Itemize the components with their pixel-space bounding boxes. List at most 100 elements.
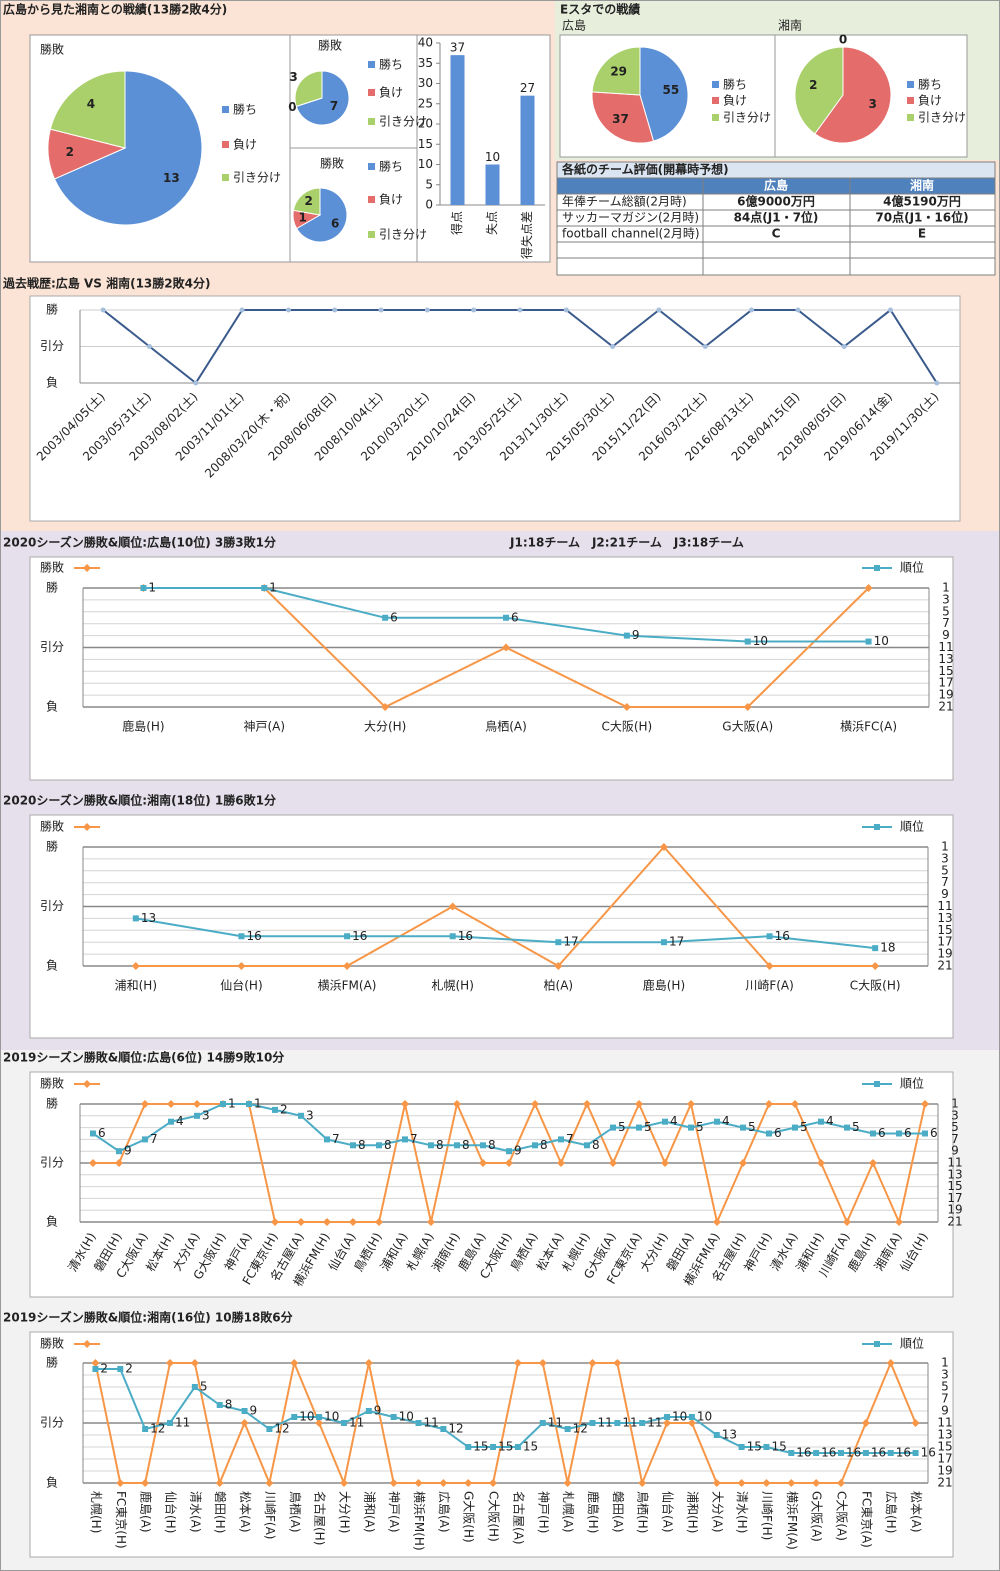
marker bbox=[220, 1101, 226, 1107]
marker bbox=[687, 1419, 696, 1427]
legend-swatch bbox=[907, 81, 914, 88]
y2-tick-label: 1 bbox=[942, 581, 950, 595]
marker bbox=[390, 1414, 397, 1420]
legend-swatch bbox=[222, 141, 229, 148]
data-label: 4 bbox=[670, 1114, 678, 1128]
legend-label: 負け bbox=[379, 86, 403, 100]
marker bbox=[743, 703, 752, 711]
marker bbox=[239, 307, 245, 313]
table-cell: 年俸チーム総額(2月時) bbox=[562, 195, 687, 209]
data-label: 15 bbox=[473, 1440, 488, 1454]
legend-swatch bbox=[907, 97, 914, 104]
y2-tick-label: 3 bbox=[942, 592, 950, 606]
marker bbox=[557, 1159, 565, 1167]
bar bbox=[450, 55, 465, 206]
legend-swatch bbox=[712, 114, 719, 121]
marker bbox=[131, 962, 140, 970]
legend-marker bbox=[83, 1340, 91, 1348]
legend-swatch bbox=[368, 163, 375, 170]
marker bbox=[636, 1124, 642, 1131]
marker bbox=[788, 1450, 795, 1456]
marker bbox=[315, 1419, 324, 1427]
bar-label: 10 bbox=[485, 150, 500, 164]
x-tick-label: 仙台(H) bbox=[163, 1491, 178, 1533]
x-tick-label: 名古屋(H) bbox=[313, 1491, 328, 1545]
marker bbox=[861, 1419, 870, 1427]
x-tick-label: 横浜FM(H) bbox=[412, 1491, 426, 1551]
data-label: 16 bbox=[246, 929, 261, 943]
legend-label: 勝敗 bbox=[40, 560, 64, 575]
marker bbox=[818, 1118, 824, 1125]
x-tick-label: 松本(A) bbox=[909, 1491, 923, 1533]
chart-title: 2020シーズン勝敗&順位:広島(10位) 3勝3敗1分 bbox=[3, 535, 276, 550]
data-label: 8 bbox=[225, 1398, 233, 1412]
data-label: 1 bbox=[254, 1097, 262, 1111]
legend-swatch bbox=[712, 81, 719, 88]
data-label: 5 bbox=[852, 1120, 860, 1134]
data-label: 8 bbox=[592, 1138, 600, 1152]
data-label: 9 bbox=[632, 628, 640, 642]
marker bbox=[146, 344, 152, 349]
y-tick-label: 引分 bbox=[40, 1156, 64, 1170]
marker bbox=[737, 1479, 746, 1487]
data-label: 16 bbox=[352, 929, 367, 943]
marker bbox=[635, 1100, 643, 1108]
x-tick-label: C大阪(H) bbox=[601, 720, 652, 734]
data-label: 9 bbox=[124, 1144, 132, 1158]
marker bbox=[503, 614, 509, 621]
marker bbox=[663, 1419, 672, 1427]
series-line bbox=[95, 1368, 916, 1454]
marker bbox=[517, 307, 523, 313]
y-tick-label: 負 bbox=[46, 959, 58, 973]
pie-slice bbox=[591, 91, 655, 144]
marker bbox=[765, 1100, 773, 1108]
pie-label: 0 bbox=[288, 100, 296, 114]
chart-title: 2019シーズン勝敗&順位:湘南(16位) 10勝18敗6分 bbox=[3, 1310, 293, 1325]
x-tick-label: 神戸(A) bbox=[243, 720, 285, 734]
table-cell: C bbox=[772, 227, 781, 241]
legend-label: 負け bbox=[723, 94, 747, 108]
legend-label: 引き分け bbox=[918, 111, 966, 125]
chart-frame bbox=[29, 1071, 954, 1298]
legend-swatch bbox=[368, 89, 375, 96]
marker bbox=[190, 1359, 199, 1367]
x-tick-label: G大阪(A) bbox=[810, 1491, 824, 1542]
marker bbox=[298, 1112, 304, 1119]
marker bbox=[749, 307, 755, 313]
pie-label: 55 bbox=[663, 83, 680, 97]
marker bbox=[664, 1414, 671, 1420]
data-label: 4 bbox=[722, 1114, 730, 1128]
data-label: 8 bbox=[488, 1138, 496, 1152]
chart-frame bbox=[29, 556, 954, 781]
pie-slice bbox=[794, 46, 844, 135]
data-label: 3 bbox=[202, 1108, 210, 1122]
marker bbox=[140, 585, 147, 591]
data-label: 2 bbox=[125, 1362, 133, 1376]
marker bbox=[168, 1118, 174, 1125]
marker bbox=[215, 1479, 224, 1487]
legend-label: 勝敗 bbox=[40, 1076, 64, 1091]
bar bbox=[520, 95, 535, 205]
pie-slice bbox=[53, 70, 203, 226]
marker bbox=[841, 344, 847, 349]
legend-marker bbox=[83, 1080, 91, 1088]
marker bbox=[165, 1359, 174, 1367]
data-label: 15 bbox=[771, 1440, 786, 1454]
x-tick-label: G大阪(H) bbox=[462, 1491, 476, 1543]
pie-label: 2 bbox=[809, 78, 817, 92]
legend-label: 引き分け bbox=[379, 228, 427, 242]
data-label: 10 bbox=[672, 1410, 687, 1424]
legend-label: 勝敗 bbox=[40, 1336, 64, 1351]
x-tick-label: 札幌(H) bbox=[89, 1491, 104, 1533]
y2-tick-label: 15 bbox=[937, 923, 952, 937]
marker bbox=[271, 1218, 279, 1226]
marker bbox=[449, 933, 456, 940]
y2-tick-label: 13 bbox=[947, 1167, 962, 1181]
data-label: 5 bbox=[748, 1120, 756, 1134]
marker bbox=[132, 915, 139, 922]
data-label: 16 bbox=[896, 1446, 911, 1460]
series-line bbox=[135, 845, 876, 968]
marker bbox=[216, 1402, 223, 1408]
data-label: 16 bbox=[775, 929, 790, 943]
